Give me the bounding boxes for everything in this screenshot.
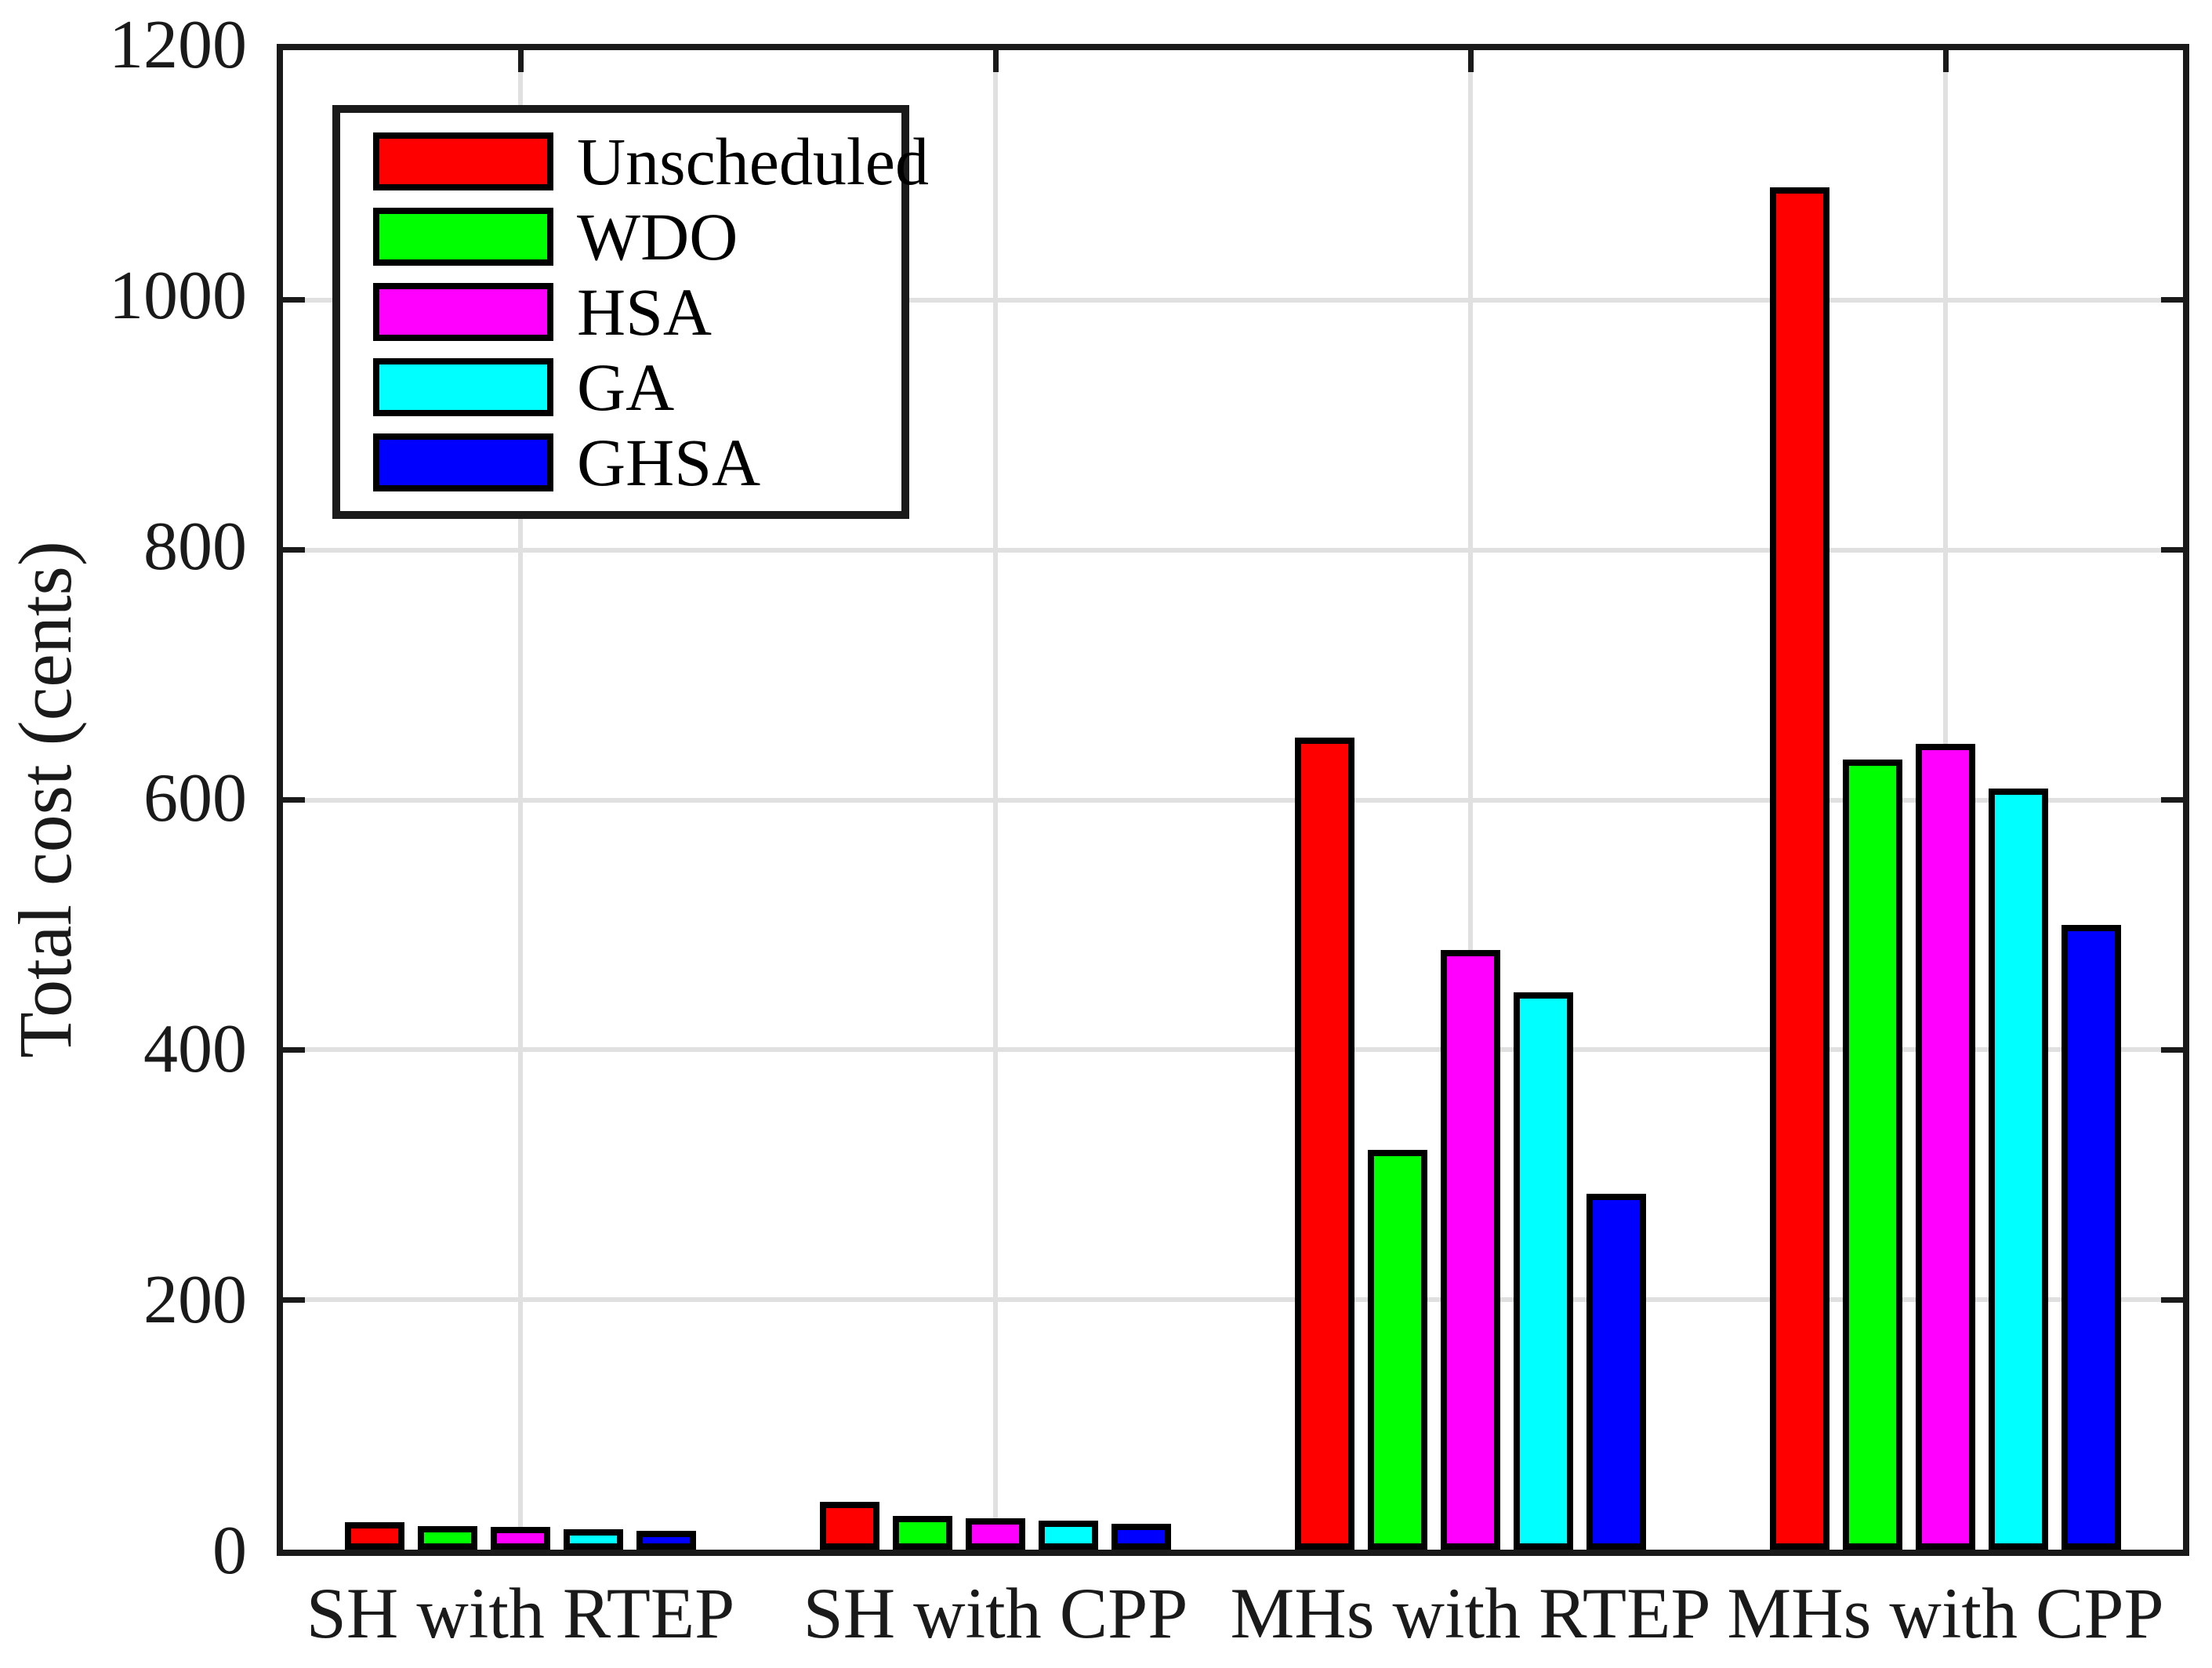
bar-hsa-1 [491,1527,550,1550]
y-tick-right-800 [2161,547,2183,553]
x-tick-label-4: MHs with CPP [1727,1573,2164,1653]
x-tick-top-1 [517,50,524,72]
bar-unscheduled-1 [345,1522,404,1550]
gridline-y-600 [283,797,2183,803]
legend-label-unscheduled: Unscheduled [577,124,929,199]
y-tick-label-200: 200 [143,1262,247,1339]
gridline-x-1 [518,50,523,1550]
legend-swatch-unscheduled [373,132,553,190]
bar-unscheduled-4 [1770,187,1829,1550]
bar-wdo-3 [1368,1150,1427,1550]
bar-ga-4 [1989,789,2048,1550]
bar-group-1 [345,1522,696,1550]
y-tick-label-1200: 1200 [109,7,247,84]
bar-ga-1 [564,1529,623,1550]
y-tick-label-800: 800 [143,509,247,586]
legend-box: Unscheduled WDO HSA GA GHSA [332,105,929,519]
bar-wdo-4 [1843,760,1902,1550]
y-tick-label-1000: 1000 [109,258,247,335]
y-tick-1000 [283,297,305,303]
legend-item-wdo: WDO [373,199,901,274]
legend-swatch-hsa [373,283,553,341]
y-tick-label-600: 600 [143,760,247,836]
legend-label-hsa: HSA [577,274,713,350]
bar-ga-3 [1514,992,1573,1550]
bar-wdo-2 [893,1516,952,1550]
y-axis-title: Total cost (cents) [3,541,87,1058]
bar-hsa-4 [1916,744,1975,1550]
y-tick-right-600 [2161,797,2183,803]
gridline-x-2 [993,50,998,1550]
legend-swatch-ghsa [373,433,553,491]
y-tick-400 [283,1046,305,1053]
bar-hsa-3 [1441,950,1500,1550]
legend-label-ga: GA [577,350,675,425]
bar-unscheduled-2 [820,1502,879,1550]
bar-group-4 [1770,187,2121,1550]
legend-item-ghsa: GHSA [373,425,901,500]
legend-item-hsa: HSA [373,274,901,350]
x-tick-top-2 [992,50,999,72]
gridline-y-1000 [283,297,2183,303]
y-tick-label-400: 400 [143,1010,247,1087]
x-tick-label-3: MHs with RTEP [1230,1573,1711,1653]
bar-ghsa-2 [1111,1524,1171,1550]
gridline-y-400 [283,1047,2183,1053]
gridline-y-200 [283,1297,2183,1303]
y-tick-200 [283,1296,305,1303]
x-tick-top-3 [1467,50,1474,72]
bar-ga-2 [1039,1521,1098,1550]
legend-label-wdo: WDO [577,199,738,274]
x-tick-top-4 [1942,50,1949,72]
y-tick-label-0: 0 [212,1513,247,1590]
bar-ghsa-3 [1586,1194,1646,1550]
bar-unscheduled-3 [1295,738,1354,1550]
legend-item-ga: GA [373,350,901,425]
legend-item-unscheduled: Unscheduled [373,124,929,199]
x-tick-label-2: SH with CPP [803,1573,1188,1653]
bar-hsa-2 [966,1518,1025,1550]
bar-wdo-1 [418,1526,477,1550]
legend-swatch-ga [373,358,553,416]
gridline-y-800 [283,547,2183,553]
y-tick-right-200 [2161,1296,2183,1303]
y-tick-600 [283,797,305,803]
bar-ghsa-1 [636,1531,696,1550]
gridline-x-3 [1468,50,1473,1550]
legend-swatch-wdo [373,208,553,266]
legend-label-ghsa: GHSA [577,425,761,500]
bar-group-2 [820,1502,1171,1550]
y-tick-800 [283,547,305,553]
x-tick-label-1: SH with RTEP [306,1573,735,1653]
y-tick-right-1000 [2161,297,2183,303]
bar-group-3 [1295,738,1646,1550]
y-tick-right-400 [2161,1046,2183,1053]
bar-ghsa-4 [2062,925,2121,1550]
